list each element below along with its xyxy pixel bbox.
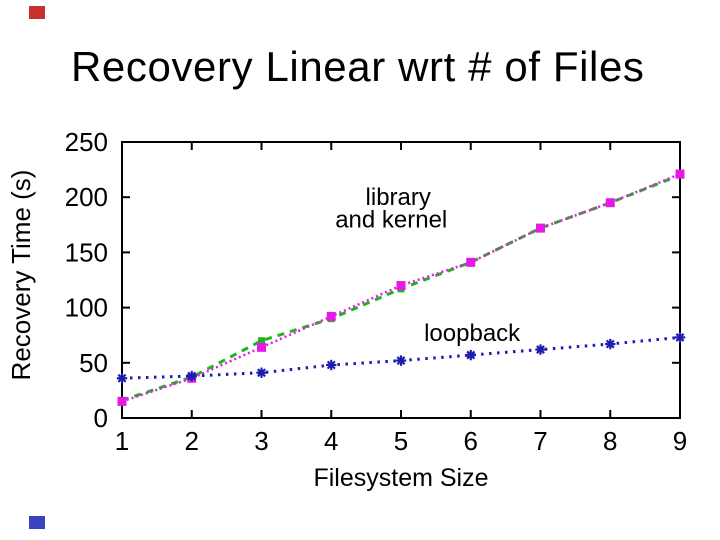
decor-red-mark xyxy=(29,6,45,19)
marker-star xyxy=(535,344,546,355)
marker-star xyxy=(116,373,128,384)
marker-star xyxy=(674,332,686,343)
marker-filled-square xyxy=(396,281,406,291)
x-tick-label: 8 xyxy=(603,426,617,456)
marker-star xyxy=(465,349,476,361)
slide-title: Recovery Linear wrt # of Files xyxy=(71,43,645,90)
marker-star xyxy=(395,355,407,366)
x-tick-label: 7 xyxy=(533,426,547,456)
y-tick-label: 0 xyxy=(94,403,108,433)
x-tick-label: 5 xyxy=(394,426,408,456)
marker-filled-square xyxy=(117,396,127,406)
marker-square xyxy=(258,337,265,345)
x-tick-label: 9 xyxy=(673,426,687,456)
marker-star xyxy=(256,367,267,378)
y-tick-label: 200 xyxy=(65,182,108,212)
marker-filled-square xyxy=(326,311,336,321)
chart-annotation: library xyxy=(366,184,431,211)
marker-filled-square xyxy=(466,257,476,267)
marker-star xyxy=(186,370,197,382)
x-tick-label: 4 xyxy=(324,426,338,456)
x-tick-label: 2 xyxy=(185,426,199,456)
y-axis-tick-labels: 0 50 100 150 200 250 xyxy=(65,127,108,433)
x-tick-label: 6 xyxy=(464,426,478,456)
series-loopback-line xyxy=(121,335,681,380)
marker-filled-square xyxy=(257,342,266,352)
chart-annotation: and kernel xyxy=(335,206,447,233)
y-tick-label: 50 xyxy=(79,348,108,378)
marker-star xyxy=(326,359,337,371)
marker-filled-square xyxy=(536,223,545,233)
marker-filled-square xyxy=(675,169,685,179)
x-tick-label: 1 xyxy=(115,426,129,456)
marker-filled-square xyxy=(605,198,615,208)
x-axis-title: Filesystem Size xyxy=(313,464,488,492)
marker-star xyxy=(605,338,616,350)
y-tick-label: 250 xyxy=(65,127,108,157)
recovery-time-chart: 0 50 100 150 200 250 1 2 3 4 5 6 7 8 9 Filesystem Size R… xyxy=(6,127,687,492)
series-loopback xyxy=(116,332,686,384)
axis-ticks xyxy=(121,141,681,419)
y-axis-title: Recovery Time (s) xyxy=(6,170,36,381)
x-tick-label: 3 xyxy=(254,426,268,456)
x-axis-tick-labels: 1 2 3 4 5 6 7 8 9 xyxy=(115,426,687,456)
chart-annotation: loopback xyxy=(424,320,521,347)
y-tick-label: 150 xyxy=(65,237,108,267)
decor-blue-mark xyxy=(29,516,45,529)
y-tick-label: 100 xyxy=(65,293,108,323)
